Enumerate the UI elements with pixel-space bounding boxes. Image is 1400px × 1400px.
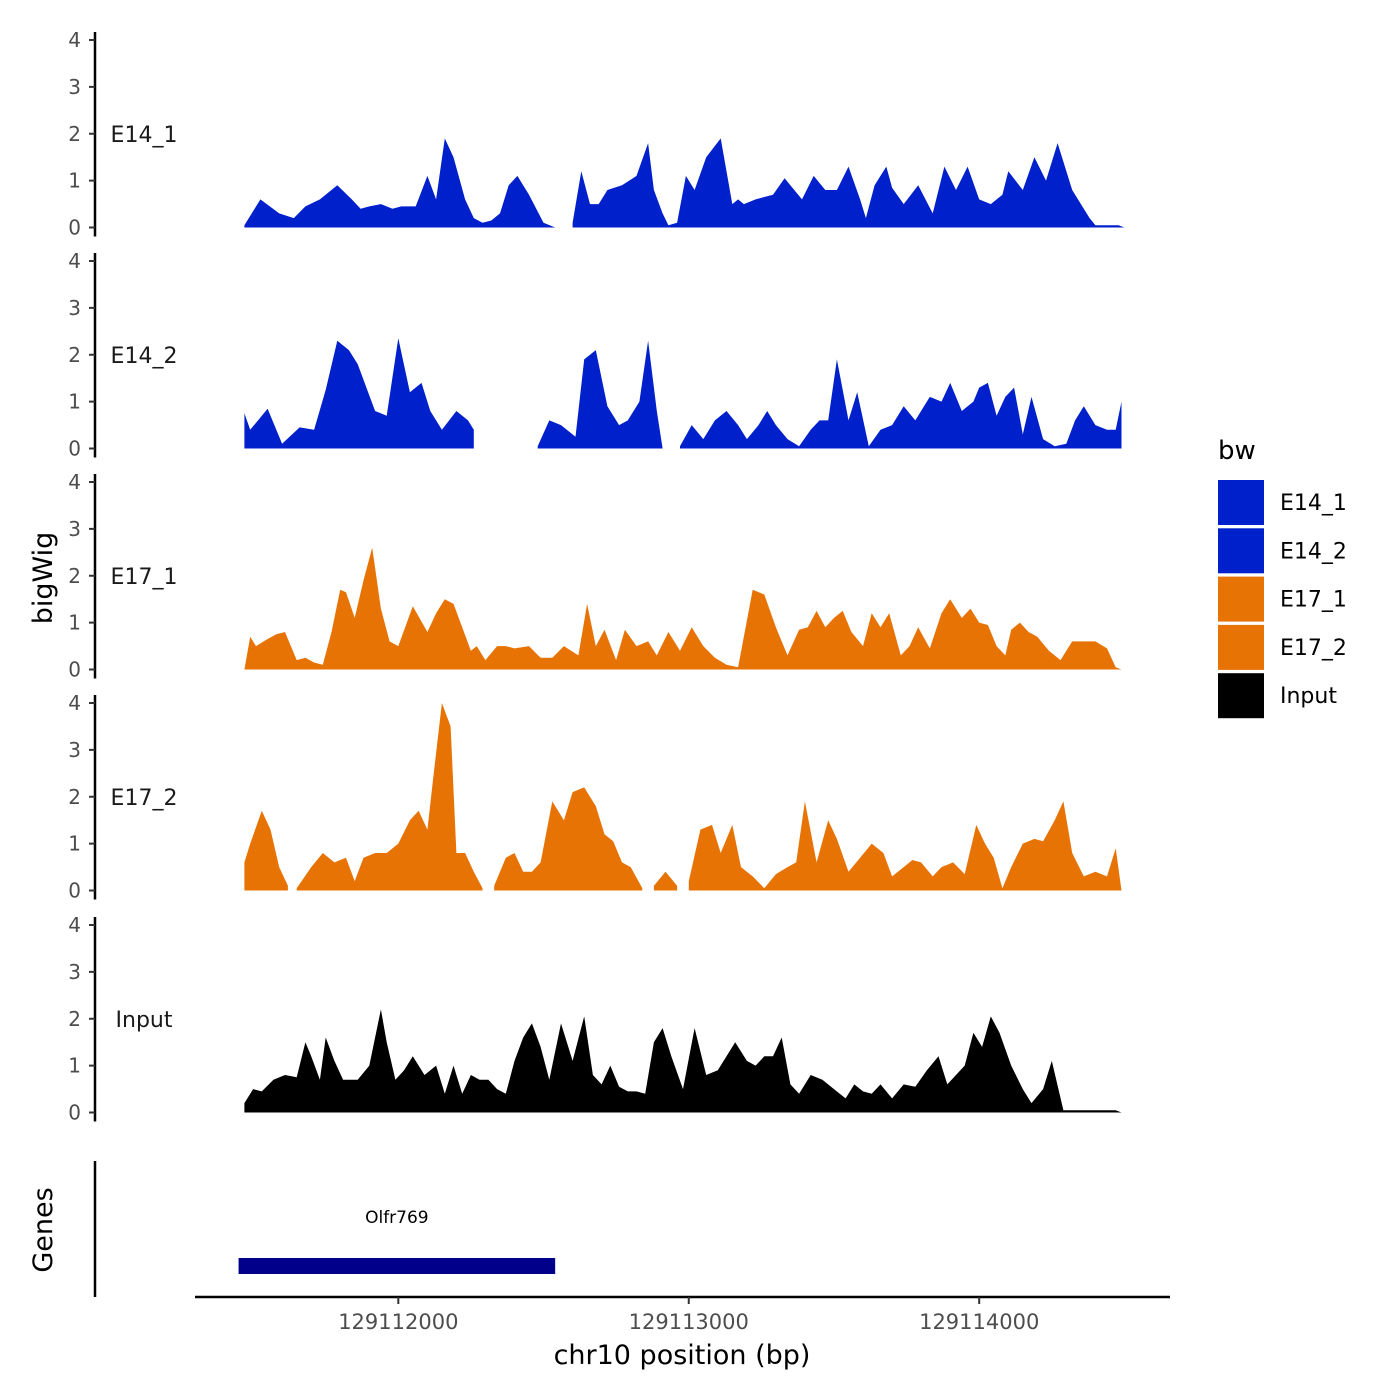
coverage-area-e17-2 xyxy=(296,703,483,891)
legend-entry-label: Input xyxy=(1280,684,1337,709)
y-tick-label: 1 xyxy=(68,1054,81,1078)
y-tick-label: 0 xyxy=(68,437,81,461)
x-axis: 129112000 129113000 129114000 xyxy=(195,1295,1170,1334)
y-tick-label: 4 xyxy=(68,249,81,273)
gene-label: Olfr769 xyxy=(365,1208,429,1228)
coverage-area-e14-2 xyxy=(537,340,663,449)
x-axis-label: chr10 position (bp) xyxy=(554,1340,811,1371)
gene-body xyxy=(238,1258,556,1274)
coverage-area-e14-1 xyxy=(244,138,561,228)
y-tick-label: 3 xyxy=(68,296,81,320)
y-tick-label: 0 xyxy=(68,216,81,240)
y-tick-label: 3 xyxy=(68,75,81,99)
y-tick-label: 4 xyxy=(68,913,81,937)
track-e14-2: 0 1 2 3 4 E14_2 xyxy=(68,249,1122,461)
coverage-area-e17-2 xyxy=(653,871,678,891)
legend-swatch xyxy=(1218,576,1264,622)
y-tick-label: 0 xyxy=(68,879,81,903)
y-tick-label: 4 xyxy=(68,691,81,715)
legend-swatch xyxy=(1218,480,1264,525)
legend-swatch xyxy=(1218,673,1264,719)
coverage-area-e17-2 xyxy=(494,787,643,891)
coverage-area-e14-2 xyxy=(680,359,1122,449)
y-tick-label: 1 xyxy=(68,611,81,635)
legend-entry-label: E14_2 xyxy=(1280,539,1347,564)
coverage-area-e17-2 xyxy=(688,801,1122,891)
y-tick-label: 1 xyxy=(68,390,81,414)
y-tick-label: 4 xyxy=(68,470,81,494)
x-tick-label: 129113000 xyxy=(629,1310,749,1334)
y-tick-label: 2 xyxy=(68,343,81,367)
y-tick-label: 3 xyxy=(68,517,81,541)
y-tick-label: 1 xyxy=(68,832,81,856)
track-label: E14_2 xyxy=(111,344,178,369)
track-input: 0 1 2 3 4 Input xyxy=(68,913,1122,1125)
y-tick-label: 2 xyxy=(68,785,81,809)
coverage-area-input xyxy=(244,1009,1122,1113)
legend-entry-label: E17_2 xyxy=(1280,636,1347,661)
bigwig-tracks: 0 1 2 3 4 E14_1 0 1 2 3 4 E14_2 0 1 2 3 4 E17_1 0 1 2 3 4 E17_2… xyxy=(68,28,1125,1125)
y-tick-label: 3 xyxy=(68,960,81,984)
coverage-area-e17-1 xyxy=(244,547,1122,670)
x-tick-label: 129112000 xyxy=(338,1310,458,1334)
legend-entry-label: E14_1 xyxy=(1280,491,1347,516)
y-tick-label: 0 xyxy=(68,1101,81,1125)
track-e17-1: 0 1 2 3 4 E17_1 xyxy=(68,470,1122,682)
y-tick-label: 2 xyxy=(68,564,81,588)
track-e17-2: 0 1 2 3 4 E17_2 xyxy=(68,691,1122,903)
y-tick-label: 2 xyxy=(68,122,81,146)
x-tick-label: 129114000 xyxy=(919,1310,1039,1334)
y-tick-label: 2 xyxy=(68,1007,81,1031)
gene-track: Olfr769 xyxy=(93,1161,556,1297)
track-label: Input xyxy=(116,1008,173,1033)
coverage-area-e14-1 xyxy=(572,138,1125,228)
legend-title: bw xyxy=(1218,436,1256,466)
y-tick-label: 4 xyxy=(68,28,81,52)
coverage-area-e14-2 xyxy=(244,338,474,449)
track-e14-1: 0 1 2 3 4 E14_1 xyxy=(68,28,1125,240)
legend: bw E14_1 E14_2 E17_1 E17_2 Input xyxy=(1218,436,1347,719)
track-label: E14_1 xyxy=(111,123,178,148)
genes-track-label: Genes xyxy=(28,1187,59,1272)
y-axis-label: bigWig xyxy=(28,532,59,625)
track-label: E17_2 xyxy=(111,786,178,811)
y-tick-label: 0 xyxy=(68,658,81,682)
legend-entry-label: E17_1 xyxy=(1280,588,1347,613)
legend-swatch xyxy=(1218,624,1264,670)
y-tick-label: 1 xyxy=(68,169,81,193)
y-tick-label: 3 xyxy=(68,738,81,762)
track-label: E17_1 xyxy=(111,565,178,590)
legend-swatch xyxy=(1218,528,1264,574)
coverage-area-e17-2 xyxy=(244,810,288,891)
